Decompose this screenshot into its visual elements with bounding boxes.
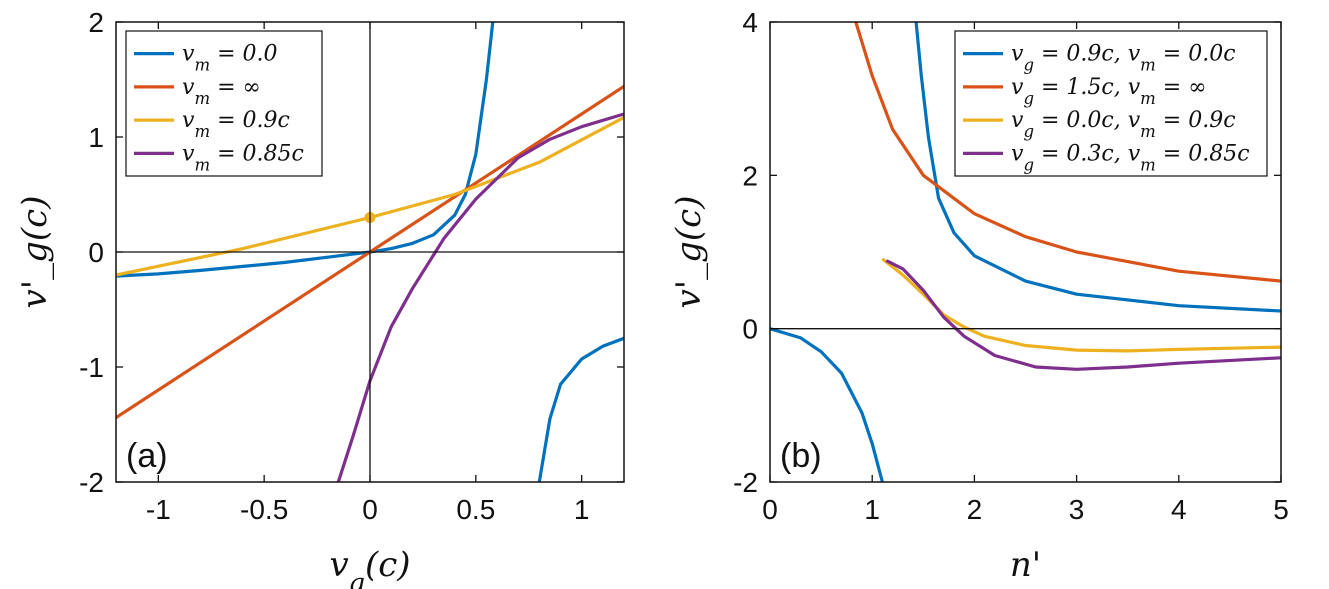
panel-b-series-v-g-0-3c-v-m-0-85c-segment-1 <box>885 259 1281 371</box>
panel-a-y-tick-label: 0 <box>88 237 104 268</box>
panel-b-legend-box <box>954 30 1268 177</box>
panel-a-y-tick-label: -2 <box>79 467 104 498</box>
panel-b-series-v-g-0-0c-v-m-0-9c-segment-1 <box>881 258 1281 353</box>
panel-b-x-tick-label: 1 <box>864 494 880 525</box>
panel-b-x-tick-label: 2 <box>967 494 983 525</box>
panel-a-x-tick-label: 0.5 <box>456 494 495 525</box>
panel-b-series-v-g-0-9c-v-m-0-0c-segment-2 <box>914 22 1281 313</box>
panel-b-y-tick-label: 4 <box>742 7 758 38</box>
panel-a-legend-label-v-m-0-9c: vm = 0.9c <box>182 108 290 141</box>
panel-b-y-tick-label: -2 <box>733 467 758 498</box>
panel-a-label: (a) <box>126 437 168 475</box>
panel-a-x-tick-label: 1 <box>574 494 590 525</box>
panel-a-x-tick-label: -1 <box>146 494 171 525</box>
panel-b-x-tick-label: 3 <box>1069 494 1085 525</box>
panel-a-y-tick-label: 2 <box>88 7 104 38</box>
panel-b-series-v-g-1-5c-v-m-inf-segment-1 <box>854 22 1281 283</box>
panel-b-axes-frame <box>769 21 1282 483</box>
panel-a: -1 -0.5 0 0.5 1 -2 -1 0 1 2 (a) vg(c) v'_g(c) vm … <box>15 7 625 589</box>
panel-b-legend-label-v-g-0-0c-v-m-0-9c: vg = 0.0c, vm = 0.9c <box>1011 108 1236 141</box>
panel-b-series <box>770 22 1281 482</box>
panel-a-y-axis-label: v'_g(c) <box>15 196 55 309</box>
panel-a-x-tick-label: 0 <box>362 494 378 525</box>
panel-a-legend-label-v-m-0-85c: vm = 0.85c <box>182 141 304 174</box>
panel-a-y-tick-label: -1 <box>79 352 104 383</box>
panel-a-zero-lines <box>116 22 624 482</box>
panel-b-legend-label-v-g-0-9c-v-m-0-0c: vg = 0.9c, vm = 0.0c <box>1011 42 1236 75</box>
panel-a-series-v-m-0-9c-segment-1 <box>116 115 624 277</box>
panel-b-series-v-g-0-9c-v-m-0-0c-segment-1 <box>770 327 884 482</box>
panel-b-y-tick-label: 0 <box>742 314 758 345</box>
panel-b-y-tick-label: 2 <box>742 160 758 191</box>
panel-a-legend-label-v-m-0-0: vm = 0.0 <box>182 42 278 75</box>
panel-b-legend-label-v-g-1-5c-v-m-inf: vg = 1.5c, vm = ∞ <box>1011 75 1207 108</box>
panel-b-legend-label-v-g-0-3c-v-m-0-85c: vg = 0.3c, vm = 0.85c <box>1011 141 1250 174</box>
panel-b-x-tick-label: 5 <box>1273 494 1289 525</box>
panel-b-label: (b) <box>780 437 822 475</box>
panel-a-x-tick-label: -0.5 <box>240 494 288 525</box>
panel-b-x-tick-label: 0 <box>762 494 778 525</box>
panel-a-legend-label-v-m-inf: vm = ∞ <box>182 75 261 108</box>
panel-a-series-v-m-0-0-segment-1 <box>116 22 495 278</box>
panel-a-y-tick-label: 1 <box>88 122 104 153</box>
panel-a-series-v-m-0-85c-segment-1 <box>336 112 624 482</box>
panel-b-x-tick-label: 4 <box>1171 494 1187 525</box>
panel-b-y-axis-label: v'_g(c) <box>669 196 709 309</box>
panel-a-x-axis-label: vg(c) <box>329 545 410 589</box>
panel-a-series-v-m-0-0-segment-2 <box>537 336 624 482</box>
panel-a-ticks: -1 -0.5 0 0.5 1 -2 -1 0 1 2 <box>79 7 624 525</box>
panel-b-x-axis-label: n' <box>1010 545 1041 585</box>
